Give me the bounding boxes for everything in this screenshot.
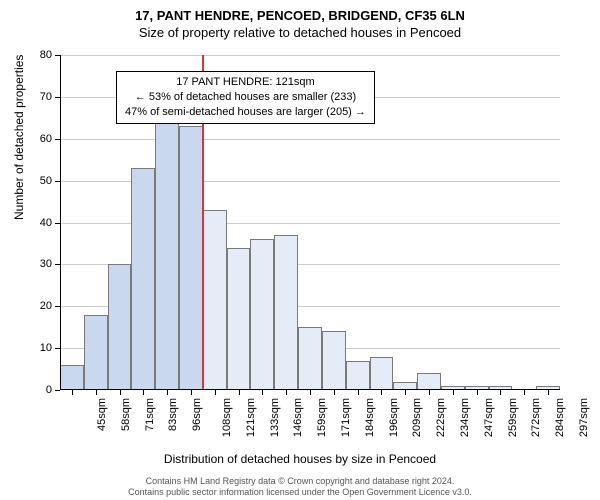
x-tick-label: 171sqm: [340, 398, 352, 437]
x-tick: [524, 390, 525, 395]
x-tick: [548, 390, 549, 395]
x-tick: [143, 390, 144, 395]
annotation-line2: ← 53% of detached houses are smaller (23…: [125, 90, 366, 105]
x-tick: [381, 390, 382, 395]
x-tick-label: 284sqm: [554, 398, 566, 437]
histogram-bar: [250, 239, 274, 390]
y-tick-label: 10: [22, 342, 52, 354]
histogram-bar: [84, 315, 108, 390]
y-tick-label: 70: [22, 91, 52, 103]
x-tick-label: 272sqm: [531, 398, 543, 437]
x-tick: [262, 390, 263, 395]
x-tick: [286, 390, 287, 395]
x-axis-title: Distribution of detached houses by size …: [0, 452, 600, 466]
histogram-bar: [298, 327, 322, 390]
annotation-line1: 17 PANT HENDRE: 121sqm: [125, 75, 366, 90]
y-tick-label: 30: [22, 258, 52, 270]
chart-plot-area: 45sqm58sqm71sqm83sqm96sqm108sqm121sqm133…: [60, 55, 560, 390]
x-tick-label: 159sqm: [316, 398, 328, 437]
x-tick: [239, 390, 240, 395]
y-tick-label: 60: [22, 133, 52, 145]
x-tick-label: 108sqm: [221, 398, 233, 437]
x-tick-label: 209sqm: [412, 398, 424, 437]
x-tick-label: 259sqm: [507, 398, 519, 437]
x-tick: [453, 390, 454, 395]
grid-line: [60, 55, 560, 56]
x-tick-label: 58sqm: [120, 398, 132, 431]
footer-line1: Contains HM Land Registry data © Crown c…: [0, 476, 600, 487]
chart-title-main: 17, PANT HENDRE, PENCOED, BRIDGEND, CF35…: [0, 0, 600, 23]
y-tick: [55, 390, 60, 391]
footer-line2: Contains public sector information licen…: [0, 487, 600, 498]
histogram-bar: [370, 357, 394, 391]
histogram-bar: [179, 126, 203, 390]
x-tick: [405, 390, 406, 395]
x-tick: [215, 390, 216, 395]
x-tick: [96, 390, 97, 395]
histogram-bar: [346, 361, 370, 390]
histogram-bar: [227, 248, 251, 390]
footer-attribution: Contains HM Land Registry data © Crown c…: [0, 476, 600, 499]
x-tick-label: 234sqm: [459, 398, 471, 437]
y-tick-label: 40: [22, 217, 52, 229]
x-tick: [120, 390, 121, 395]
annotation-line3: 47% of semi-detached houses are larger (…: [125, 105, 366, 120]
x-tick: [358, 390, 359, 395]
x-tick: [429, 390, 430, 395]
histogram-bar: [322, 331, 346, 390]
y-tick-label: 50: [22, 175, 52, 187]
x-axis-line: [60, 389, 560, 390]
y-axis-line: [60, 55, 61, 390]
x-tick-label: 121sqm: [245, 398, 257, 437]
x-tick: [477, 390, 478, 395]
chart-title-sub: Size of property relative to detached ho…: [0, 23, 600, 40]
x-tick-label: 146sqm: [293, 398, 305, 437]
y-tick-label: 80: [22, 49, 52, 61]
y-tick-label: 20: [22, 300, 52, 312]
histogram-bar: [131, 168, 155, 390]
x-tick: [167, 390, 168, 395]
annotation-box: 17 PANT HENDRE: 121sqm ← 53% of detached…: [116, 71, 375, 124]
x-tick-label: 297sqm: [578, 398, 590, 437]
histogram-bar: [108, 264, 132, 390]
x-tick-label: 133sqm: [269, 398, 281, 437]
x-tick: [191, 390, 192, 395]
histogram-bar: [417, 373, 441, 390]
x-tick-label: 222sqm: [435, 398, 447, 437]
x-tick-label: 71sqm: [144, 398, 156, 431]
x-tick-label: 83sqm: [167, 398, 179, 431]
y-tick-label: 0: [22, 384, 52, 396]
x-tick-label: 247sqm: [483, 398, 495, 437]
histogram-bar: [274, 235, 298, 390]
x-tick-label: 96sqm: [191, 398, 203, 431]
histogram-bar: [155, 109, 179, 390]
x-tick: [310, 390, 311, 395]
x-tick-label: 184sqm: [364, 398, 376, 437]
x-tick: [72, 390, 73, 395]
x-tick: [500, 390, 501, 395]
x-tick-label: 45sqm: [96, 398, 108, 431]
grid-line: [60, 139, 560, 140]
histogram-bar: [203, 210, 227, 390]
x-tick: [334, 390, 335, 395]
histogram-bar: [60, 365, 84, 390]
x-tick-label: 196sqm: [388, 398, 400, 437]
